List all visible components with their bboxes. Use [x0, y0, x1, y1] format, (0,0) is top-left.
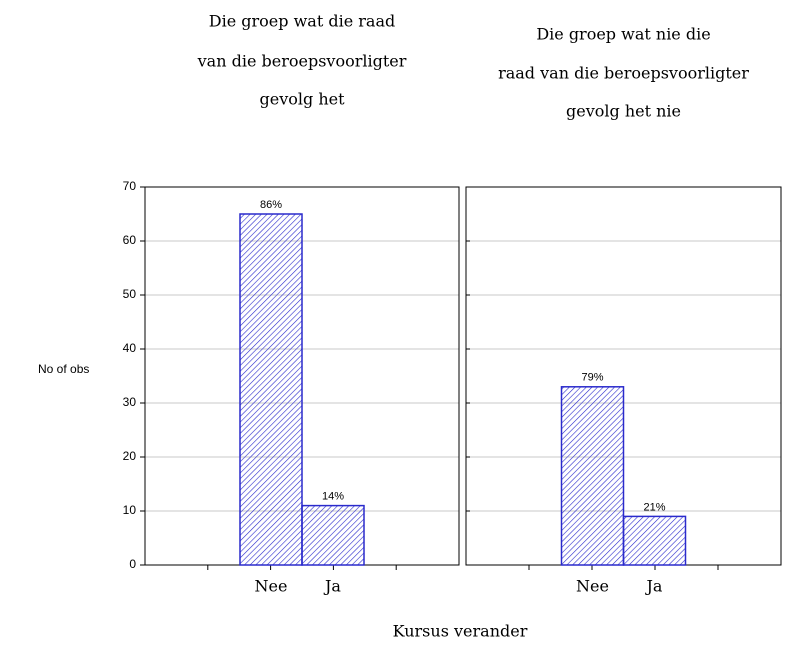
x-tick-label: Ja	[645, 577, 663, 596]
value-label: 21%	[643, 501, 665, 513]
y-tick-label: 10	[123, 503, 137, 517]
y-tick-label: 0	[129, 557, 136, 571]
y-tick-label: 40	[123, 341, 137, 355]
y-axis-label: No of obs	[38, 362, 89, 376]
y-tick-label: 30	[123, 395, 137, 409]
y-tick-label: 70	[123, 179, 137, 193]
value-label: 86%	[260, 199, 282, 211]
x-tick-label: Ja	[323, 577, 341, 596]
value-label: 79%	[581, 372, 603, 384]
y-tick-label: 60	[123, 233, 137, 247]
x-tick-label: Nee	[255, 577, 288, 596]
panel-title: van die beroepsvoorligter	[197, 52, 407, 71]
panel-title: Die groep wat nie die	[536, 25, 710, 44]
value-label: 14%	[322, 491, 344, 503]
bar	[622, 515, 687, 566]
y-tick-label: 20	[123, 449, 137, 463]
x-tick-label: Nee	[576, 577, 609, 596]
bar	[560, 386, 625, 566]
panel-title: gevolg het nie	[566, 102, 681, 121]
panel-title: raad van die beroepsvoorligter	[498, 64, 749, 83]
panel-title: Die groep wat die raad	[209, 12, 395, 31]
panel-title: gevolg het	[259, 90, 345, 109]
y-tick-label: 50	[123, 287, 137, 301]
bar	[301, 504, 365, 566]
x-axis-label: Kursus verander	[393, 622, 528, 641]
bar	[239, 213, 303, 566]
